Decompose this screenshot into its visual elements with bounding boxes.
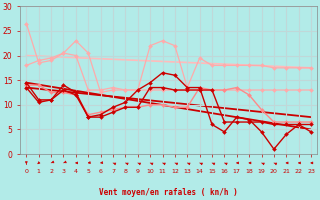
X-axis label: Vent moyen/en rafales ( kn/h ): Vent moyen/en rafales ( kn/h ) — [99, 188, 238, 197]
